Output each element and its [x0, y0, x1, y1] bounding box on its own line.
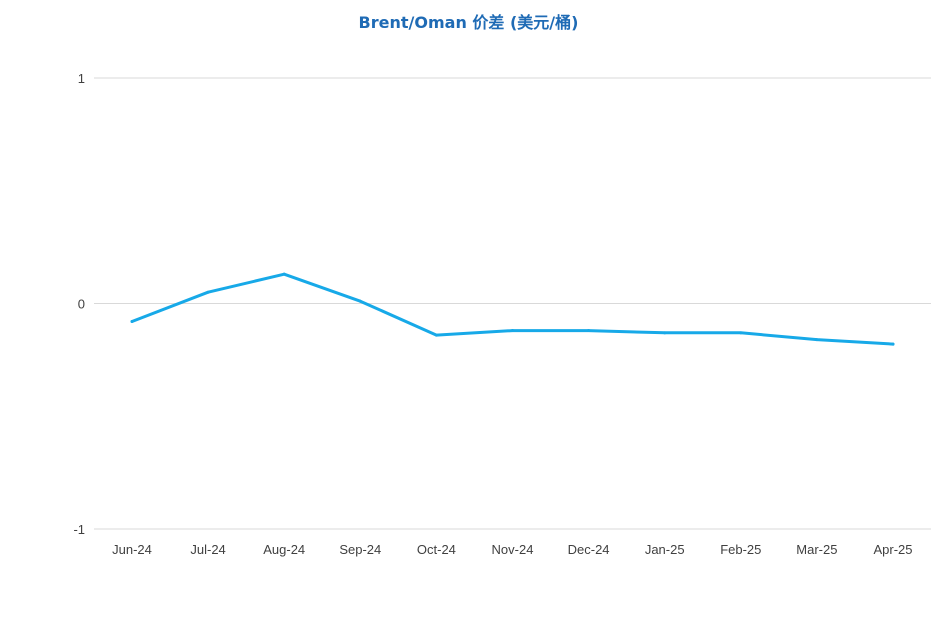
data-point: [587, 329, 591, 333]
data-point: [663, 331, 667, 335]
gridlines: [94, 77, 931, 530]
x-tick-label: Oct-24: [417, 542, 456, 557]
y-axis-ticks: 1 0 -1: [73, 71, 85, 537]
x-tick-label: Apr-25: [873, 542, 912, 557]
data-point: [434, 333, 438, 337]
y-tick-label: 0: [78, 297, 85, 312]
x-tick-label: Dec-24: [568, 542, 610, 557]
x-tick-label: Jun-24: [112, 542, 152, 557]
data-point: [891, 342, 895, 346]
x-tick-label: Jul-24: [190, 542, 225, 557]
data-point: [358, 299, 362, 303]
data-point: [130, 320, 134, 324]
x-tick-label: Aug-24: [263, 542, 305, 557]
x-tick-label: Mar-25: [796, 542, 837, 557]
x-tick-label: Nov-24: [492, 542, 534, 557]
series-layer: [130, 272, 895, 346]
series-line: [130, 272, 895, 346]
y-tick-label: -1: [73, 522, 85, 537]
data-point: [206, 290, 210, 294]
x-axis-ticks: Jun-24 Jul-24 Aug-24 Sep-24 Oct-24 Nov-24 Dec-…: [112, 542, 912, 557]
y-tick-label: 1: [78, 71, 85, 86]
x-tick-label: Feb-25: [720, 542, 761, 557]
data-point: [815, 338, 819, 342]
x-tick-label: Jan-25: [645, 542, 685, 557]
data-point: [511, 329, 514, 333]
data-point: [739, 331, 743, 335]
chart-title: Brent/Oman 价差 (美元/桶): [358, 13, 579, 32]
data-point: [282, 272, 286, 276]
x-tick-label: Sep-24: [339, 542, 381, 557]
